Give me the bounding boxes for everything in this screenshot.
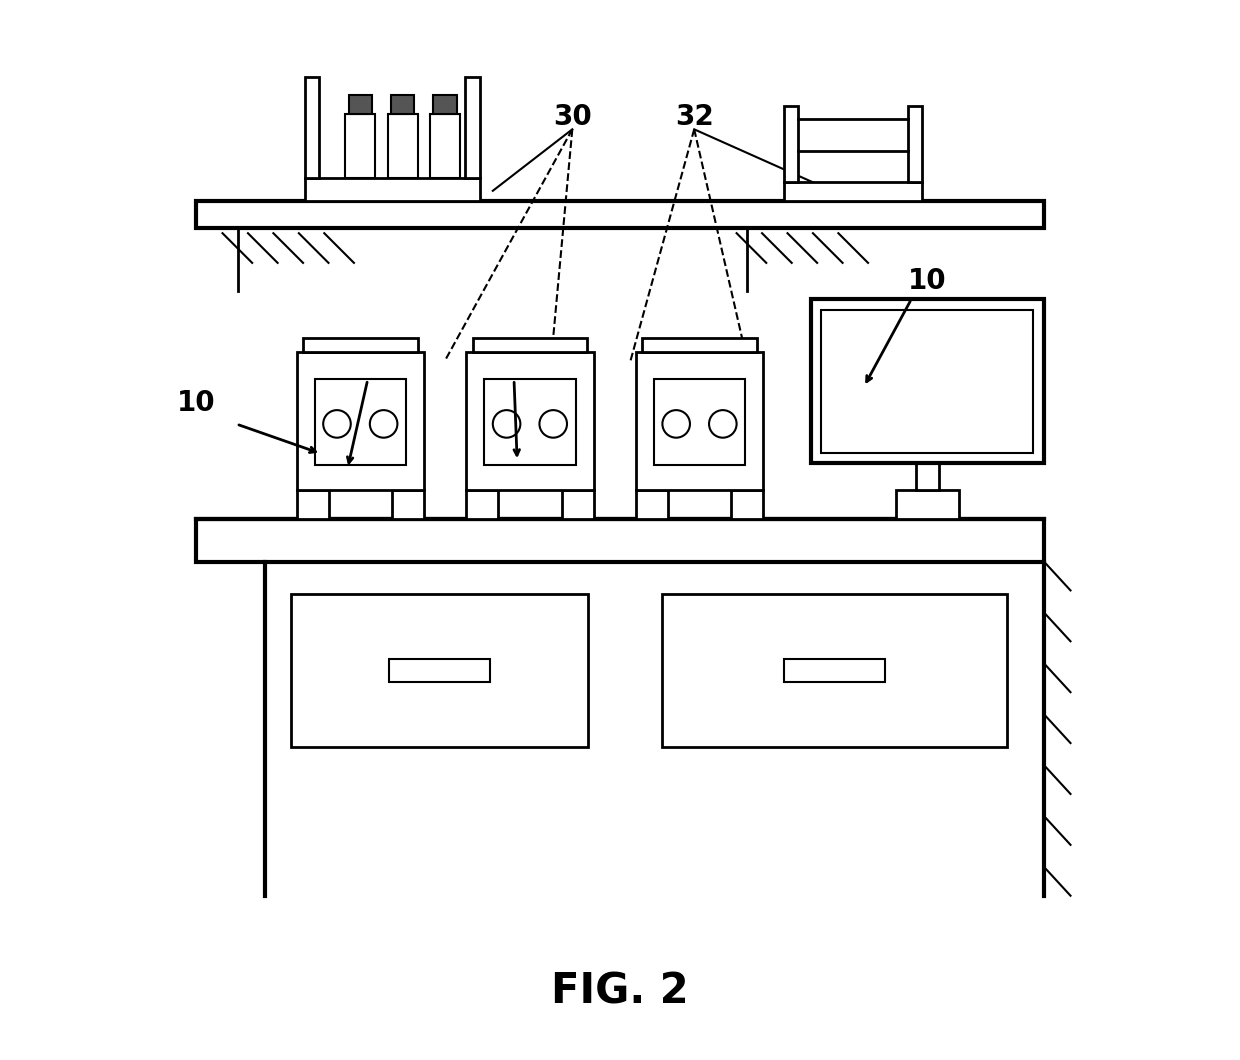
Bar xyxy=(466,490,498,519)
Bar xyxy=(392,490,424,519)
Bar xyxy=(811,299,1044,463)
Bar xyxy=(915,463,939,490)
Text: FIG. 2: FIG. 2 xyxy=(552,970,688,1012)
Bar xyxy=(196,201,1044,228)
Bar xyxy=(434,95,456,114)
Bar xyxy=(305,178,480,201)
Bar xyxy=(389,658,490,683)
Circle shape xyxy=(370,410,397,438)
Bar xyxy=(785,658,885,683)
Bar xyxy=(662,594,1007,747)
Bar xyxy=(296,352,424,490)
Bar xyxy=(303,338,418,352)
Circle shape xyxy=(539,410,567,438)
Text: 10: 10 xyxy=(176,389,216,417)
Circle shape xyxy=(324,410,351,438)
Bar xyxy=(296,490,329,519)
Bar xyxy=(732,490,763,519)
Bar xyxy=(391,95,414,114)
Bar xyxy=(196,519,1044,562)
Bar xyxy=(484,379,575,465)
Bar xyxy=(562,490,594,519)
Circle shape xyxy=(662,410,689,438)
Bar xyxy=(472,338,588,352)
Text: 10: 10 xyxy=(908,267,946,295)
Circle shape xyxy=(492,410,521,438)
Text: 30: 30 xyxy=(553,103,591,130)
Bar xyxy=(821,310,1033,453)
Bar xyxy=(895,490,960,519)
Bar xyxy=(291,594,588,747)
Bar xyxy=(348,95,372,114)
Bar xyxy=(785,106,799,182)
Text: 12: 12 xyxy=(341,347,379,374)
Bar xyxy=(653,379,745,465)
Bar xyxy=(305,77,320,178)
Bar xyxy=(642,338,756,352)
Text: 32: 32 xyxy=(675,103,713,130)
Circle shape xyxy=(709,410,737,438)
Text: 10: 10 xyxy=(484,347,523,374)
Bar xyxy=(636,352,763,490)
Bar xyxy=(315,379,405,465)
Bar xyxy=(636,490,667,519)
Bar xyxy=(388,114,418,178)
Bar xyxy=(909,106,923,182)
Bar xyxy=(346,114,376,178)
Bar xyxy=(785,182,923,201)
Bar xyxy=(465,77,480,178)
Bar xyxy=(430,114,460,178)
Bar xyxy=(466,352,594,490)
